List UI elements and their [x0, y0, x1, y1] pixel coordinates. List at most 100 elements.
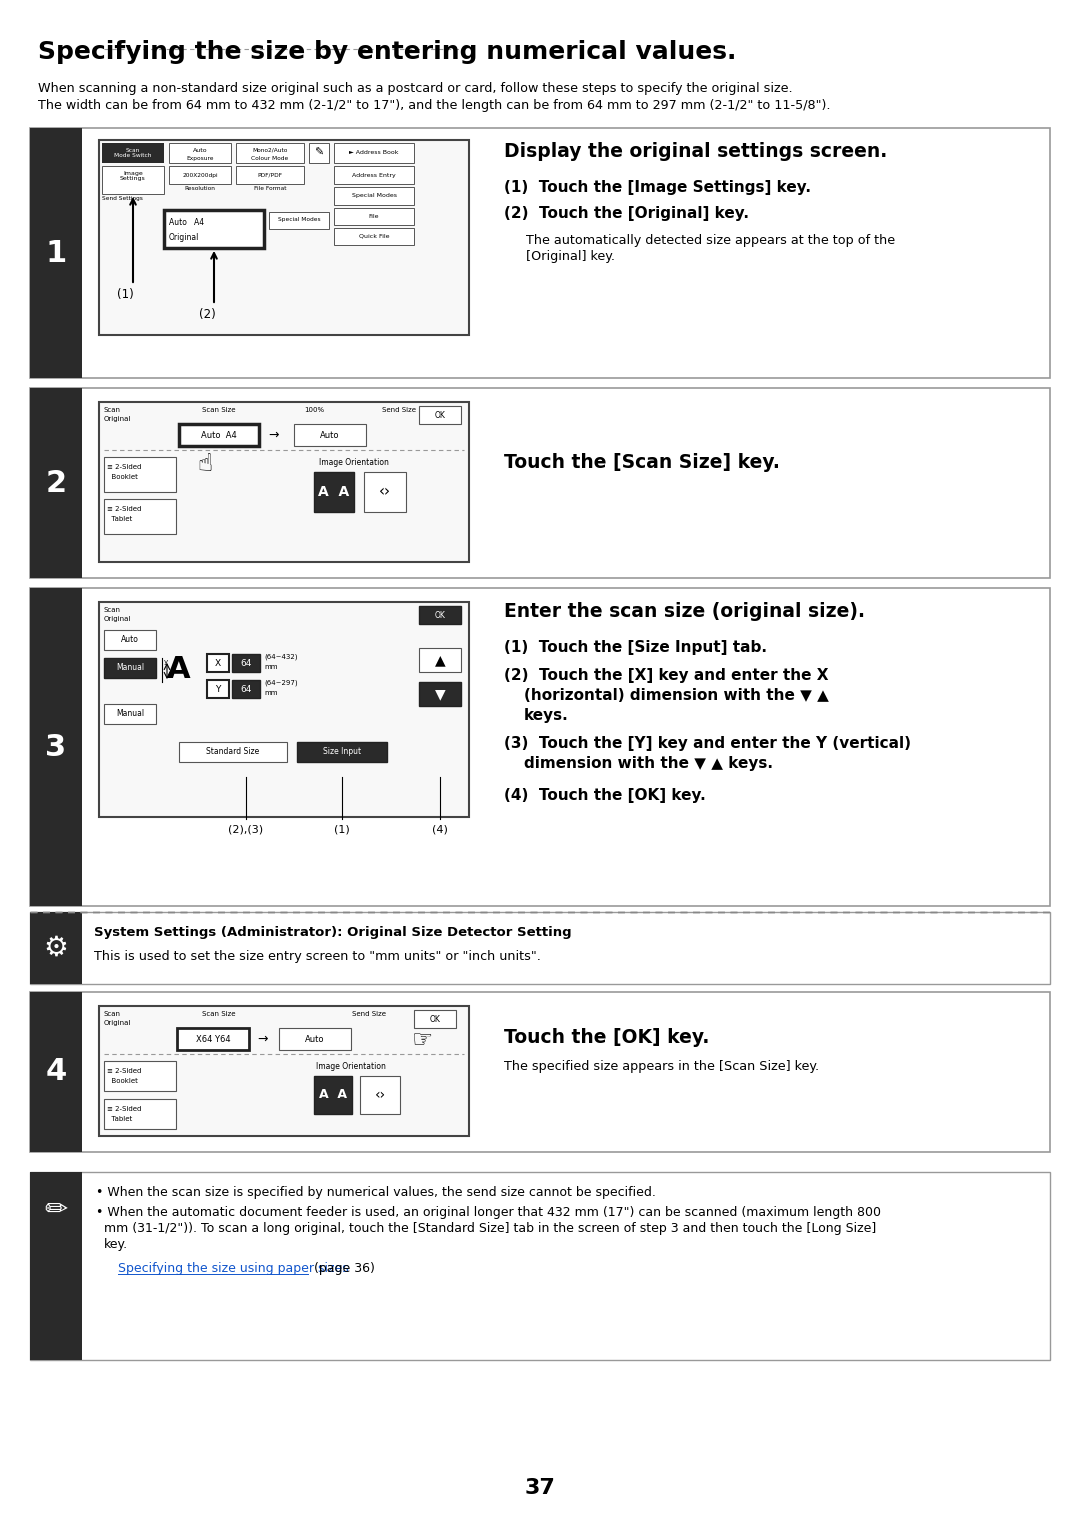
Bar — [30, 992, 1050, 1152]
Text: (64~432): (64~432) — [264, 654, 297, 660]
Bar — [104, 457, 176, 492]
Text: Send Size: Send Size — [382, 406, 416, 413]
Text: Mono2/Auto: Mono2/Auto — [253, 148, 287, 153]
Bar — [419, 607, 461, 623]
Text: • When the automatic document feeder is used, an original longer that 432 mm (17: • When the automatic document feeder is … — [96, 1206, 881, 1219]
Bar — [99, 141, 469, 335]
Bar — [414, 1010, 456, 1028]
Bar — [30, 912, 1050, 984]
Text: The specified size appears in the [Scan Size] key.: The specified size appears in the [Scan … — [504, 1060, 819, 1073]
Bar — [179, 423, 259, 446]
Bar — [419, 648, 461, 672]
Bar — [104, 659, 156, 678]
Text: Special Modes: Special Modes — [351, 194, 396, 199]
Text: 200X200dpi: 200X200dpi — [183, 173, 218, 177]
Bar — [314, 1076, 352, 1114]
Text: Exposure: Exposure — [186, 156, 214, 160]
Text: Image
Settings: Image Settings — [120, 171, 146, 182]
Text: y: y — [164, 659, 168, 665]
Text: 4: 4 — [45, 1057, 67, 1086]
Bar — [419, 406, 461, 423]
Text: ≡ 2-Sided: ≡ 2-Sided — [107, 1106, 141, 1112]
Bar — [30, 588, 1050, 906]
Text: (2): (2) — [199, 309, 216, 321]
Text: mm: mm — [264, 665, 278, 669]
Bar — [360, 1076, 400, 1114]
Text: (1): (1) — [334, 825, 350, 834]
Bar — [30, 388, 1050, 578]
Text: (4): (4) — [432, 825, 448, 834]
Text: Booklet: Booklet — [107, 474, 138, 480]
Bar — [237, 144, 303, 163]
Text: →: → — [269, 428, 280, 442]
Bar — [104, 500, 176, 533]
Text: Auto   A4: Auto A4 — [168, 219, 204, 228]
Text: Display the original settings screen.: Display the original settings screen. — [504, 142, 888, 160]
Text: Touch the [OK] key.: Touch the [OK] key. — [504, 1028, 710, 1047]
Text: 100%: 100% — [303, 406, 324, 413]
Bar — [30, 388, 82, 578]
Text: 3: 3 — [45, 732, 67, 761]
Bar — [364, 472, 406, 512]
Text: Address Entry: Address Entry — [352, 173, 396, 177]
Text: File Format: File Format — [254, 186, 286, 191]
Text: (3)  Touch the [Y] key and enter the Y (vertical): (3) Touch the [Y] key and enter the Y (v… — [504, 736, 912, 750]
Text: Scan: Scan — [104, 406, 121, 413]
Bar — [104, 1099, 176, 1129]
Text: (2),(3): (2),(3) — [229, 825, 264, 834]
Bar — [104, 704, 156, 724]
Bar — [334, 186, 414, 205]
Text: (1): (1) — [117, 287, 134, 301]
Bar — [297, 743, 387, 762]
Text: The width can be from 64 mm to 432 mm (2-1/2" to 17"), and the length can be fro: The width can be from 64 mm to 432 mm (2… — [38, 99, 831, 112]
Text: When scanning a non-standard size original such as a postcard or card, follow th: When scanning a non-standard size origin… — [38, 83, 793, 95]
Text: ‹›: ‹› — [375, 1088, 386, 1102]
Text: Enter the scan size (original size).: Enter the scan size (original size). — [504, 602, 865, 620]
Text: Auto: Auto — [192, 148, 207, 153]
Bar — [334, 144, 414, 163]
Text: Auto: Auto — [321, 431, 340, 440]
Text: OK: OK — [434, 611, 445, 619]
Text: (1)  Touch the [Image Settings] key.: (1) Touch the [Image Settings] key. — [504, 180, 811, 196]
Text: Manual: Manual — [116, 663, 144, 672]
Text: Scan Size: Scan Size — [202, 406, 235, 413]
Bar — [419, 681, 461, 706]
Text: Scan: Scan — [104, 1012, 121, 1018]
Text: ≡ 2-Sided: ≡ 2-Sided — [107, 1068, 141, 1074]
Text: Specifying the size using paper sizes: Specifying the size using paper sizes — [118, 1262, 349, 1274]
Text: (horizontal) dimension with the ▼ ▲: (horizontal) dimension with the ▼ ▲ — [524, 688, 828, 703]
Text: ✎: ✎ — [314, 148, 324, 157]
Text: Colour Mode: Colour Mode — [252, 156, 288, 160]
Text: Standard Size: Standard Size — [206, 747, 259, 756]
Bar — [90, 995, 488, 1151]
Bar — [334, 228, 414, 244]
Text: ▼: ▼ — [434, 688, 445, 701]
Text: Touch the [Scan Size] key.: Touch the [Scan Size] key. — [504, 452, 780, 472]
Bar — [30, 128, 82, 377]
Text: 2: 2 — [45, 469, 67, 498]
Bar — [279, 1028, 351, 1050]
Text: ▲: ▲ — [434, 652, 445, 668]
Bar — [164, 209, 264, 248]
Bar — [102, 144, 164, 163]
Text: A: A — [167, 656, 191, 685]
Bar — [90, 130, 488, 376]
Text: Scan: Scan — [104, 607, 121, 613]
Bar — [314, 472, 354, 512]
Text: Size Input: Size Input — [323, 747, 361, 756]
Text: Tablet: Tablet — [107, 1115, 132, 1122]
Text: (2)  Touch the [Original] key.: (2) Touch the [Original] key. — [504, 206, 750, 222]
Bar — [30, 588, 82, 906]
Text: ≡ 2-Sided: ≡ 2-Sided — [107, 465, 141, 471]
Bar — [99, 1005, 469, 1135]
Text: (1)  Touch the [Size Input] tab.: (1) Touch the [Size Input] tab. — [504, 640, 767, 656]
Text: Y: Y — [215, 685, 220, 694]
Text: key.: key. — [104, 1238, 129, 1251]
Text: File: File — [368, 214, 379, 219]
Text: X64 Y64: X64 Y64 — [195, 1034, 230, 1044]
Text: Specifying the size by entering numerical values.: Specifying the size by entering numerica… — [38, 40, 737, 64]
Text: Auto: Auto — [121, 636, 139, 645]
Bar — [334, 208, 414, 225]
Bar — [90, 590, 488, 905]
Text: Original: Original — [104, 1021, 132, 1025]
